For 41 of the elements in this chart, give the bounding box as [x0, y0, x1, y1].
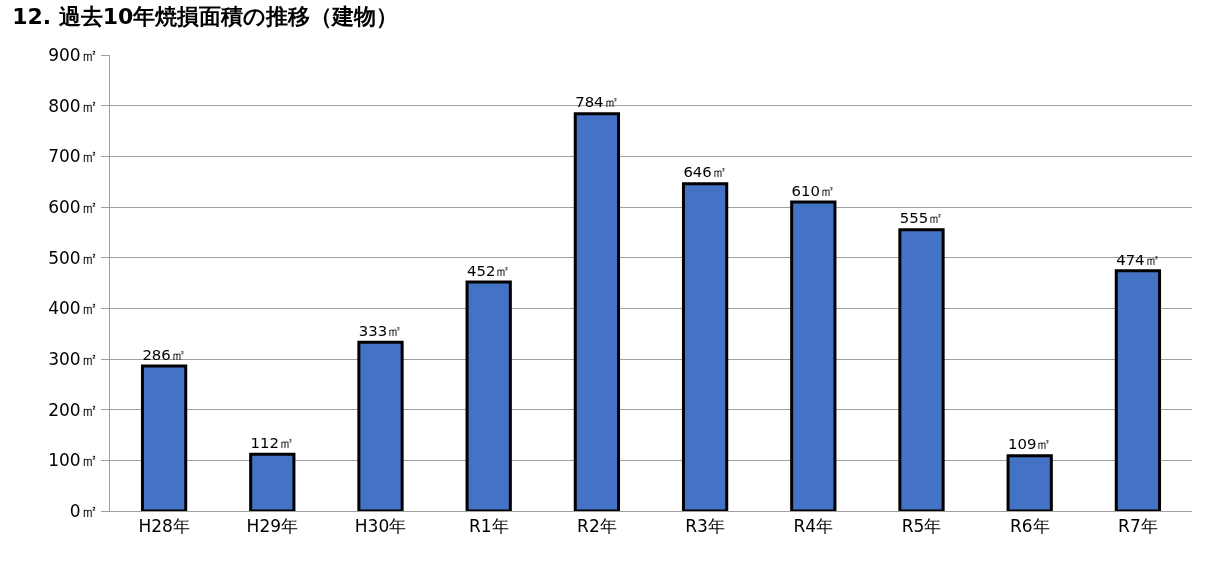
x-tick-label: R4年	[793, 516, 834, 537]
x-tick-label: R2年	[577, 516, 617, 537]
data-label: 555㎡	[899, 209, 944, 228]
bar	[465, 280, 512, 511]
bar	[1006, 454, 1053, 511]
x-tick-label: H28年	[138, 516, 190, 537]
bar	[1114, 269, 1162, 511]
bar	[898, 228, 945, 511]
bar	[681, 182, 729, 511]
y-tick-label: 700㎡	[48, 146, 98, 167]
x-tick-label: R6年	[1009, 516, 1050, 537]
y-tick-label: 500㎡	[48, 247, 98, 268]
x-tick-label: R5年	[901, 516, 942, 537]
bar	[357, 340, 404, 511]
chart-title: 12. 過去10年焼損面積の推移（建物）	[12, 3, 399, 29]
data-label: 784㎡	[575, 93, 619, 112]
y-tick-label: 100㎡	[48, 450, 98, 471]
data-label: 646㎡	[683, 163, 727, 182]
bar	[573, 112, 621, 511]
y-tick-label: 800㎡	[48, 95, 98, 116]
bar	[249, 452, 296, 511]
bar	[140, 364, 188, 511]
data-label: 452㎡	[467, 261, 511, 280]
data-label: 286㎡	[142, 345, 186, 364]
y-tick-label: 900㎡	[48, 44, 98, 65]
data-label: 109㎡	[1008, 435, 1052, 454]
y-tick-label: 200㎡	[48, 399, 98, 420]
x-tick-label: H30年	[354, 516, 407, 537]
data-label: 474㎡	[1116, 250, 1160, 269]
y-tick-label: 0㎡	[69, 500, 98, 521]
y-tick-label: 600㎡	[48, 196, 98, 217]
bar	[790, 200, 837, 511]
y-tick-label: 400㎡	[48, 298, 98, 319]
x-tick-label: R3年	[685, 516, 725, 537]
data-label: 333㎡	[358, 321, 403, 340]
data-label: 610㎡	[791, 181, 835, 200]
x-tick-label: R1年	[468, 516, 509, 537]
x-tick-label: R7年	[1118, 516, 1158, 537]
data-label: 112㎡	[250, 433, 294, 452]
y-tick-label: 300㎡	[48, 348, 98, 369]
x-tick-label: H29年	[246, 516, 299, 537]
